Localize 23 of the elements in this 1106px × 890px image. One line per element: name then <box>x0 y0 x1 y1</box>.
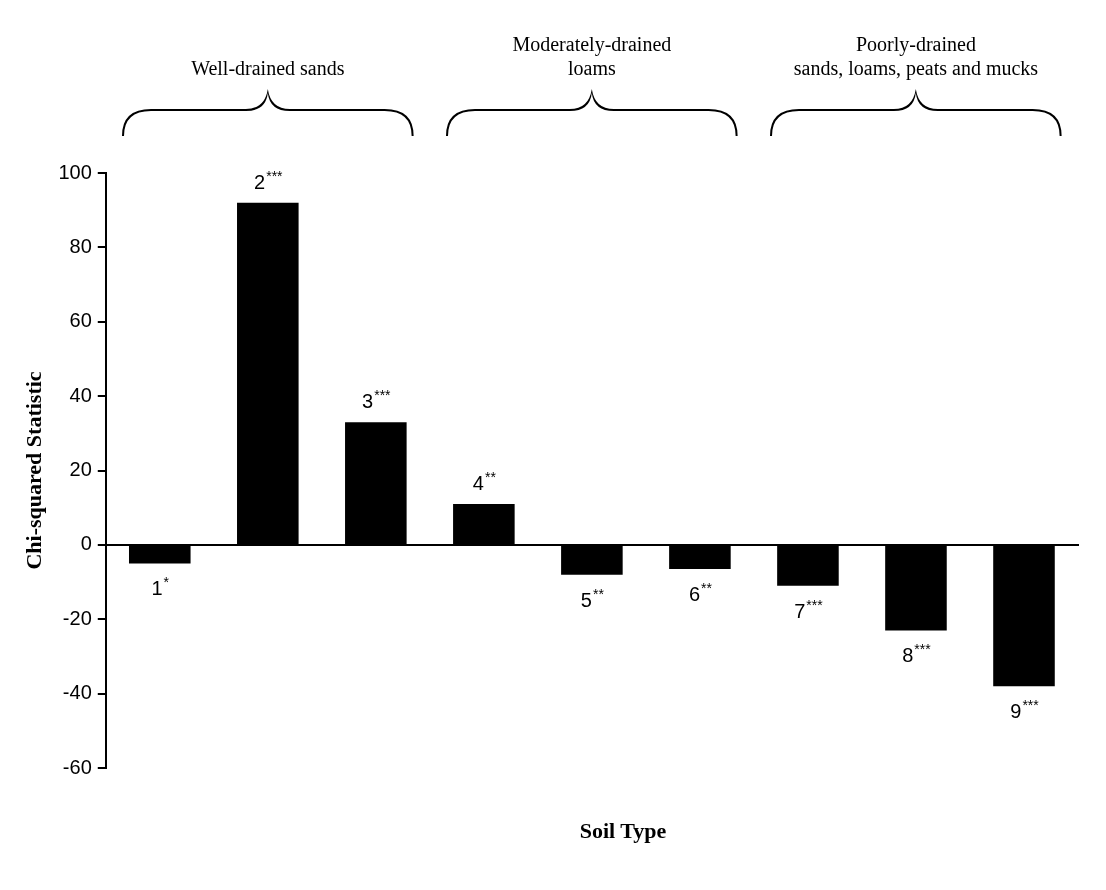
y-tick-label: 80 <box>69 234 92 257</box>
text: Poorly-drained sands, loams, peats and mucks <box>792 32 1040 80</box>
x-tick-label: 4** <box>472 468 497 494</box>
y-tick-label: 100 <box>58 160 92 183</box>
y-tick-label: 60 <box>69 309 92 332</box>
x-tick-label: 9*** <box>1010 697 1040 723</box>
y-tick-label: -40 <box>62 681 92 704</box>
x-tick-label: 6** <box>688 580 713 606</box>
y-tick-label: 40 <box>69 383 92 406</box>
x-tick-label: 1* <box>151 574 170 600</box>
x-tick-label: 3*** <box>362 387 392 413</box>
y-axis-title: Chi-squared Statistic <box>20 371 46 570</box>
y-tick-label: 0 <box>80 532 92 555</box>
text: Well-drained sands <box>190 56 346 80</box>
y-tick-label: -60 <box>62 755 92 778</box>
x-tick-label: 5** <box>580 585 605 611</box>
y-tick-label: -20 <box>62 606 92 629</box>
x-axis-title: Soil Type <box>578 818 668 844</box>
y-tick-label: 20 <box>69 458 92 481</box>
x-tick-label: 2*** <box>254 167 284 193</box>
x-tick-label: 8*** <box>902 641 932 667</box>
text: Moderately-drained loams <box>511 32 673 80</box>
x-tick-label: 7*** <box>794 596 824 622</box>
